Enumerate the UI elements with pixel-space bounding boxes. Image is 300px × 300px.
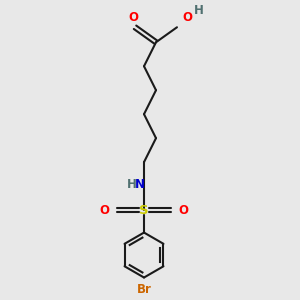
Text: N: N	[134, 178, 145, 191]
Text: O: O	[100, 204, 110, 217]
Text: Br: Br	[136, 283, 152, 296]
Text: O: O	[128, 11, 138, 24]
Text: O: O	[178, 204, 188, 217]
Text: O: O	[182, 11, 192, 24]
Text: H: H	[127, 178, 136, 191]
Text: S: S	[139, 204, 149, 217]
Text: H: H	[194, 4, 203, 17]
